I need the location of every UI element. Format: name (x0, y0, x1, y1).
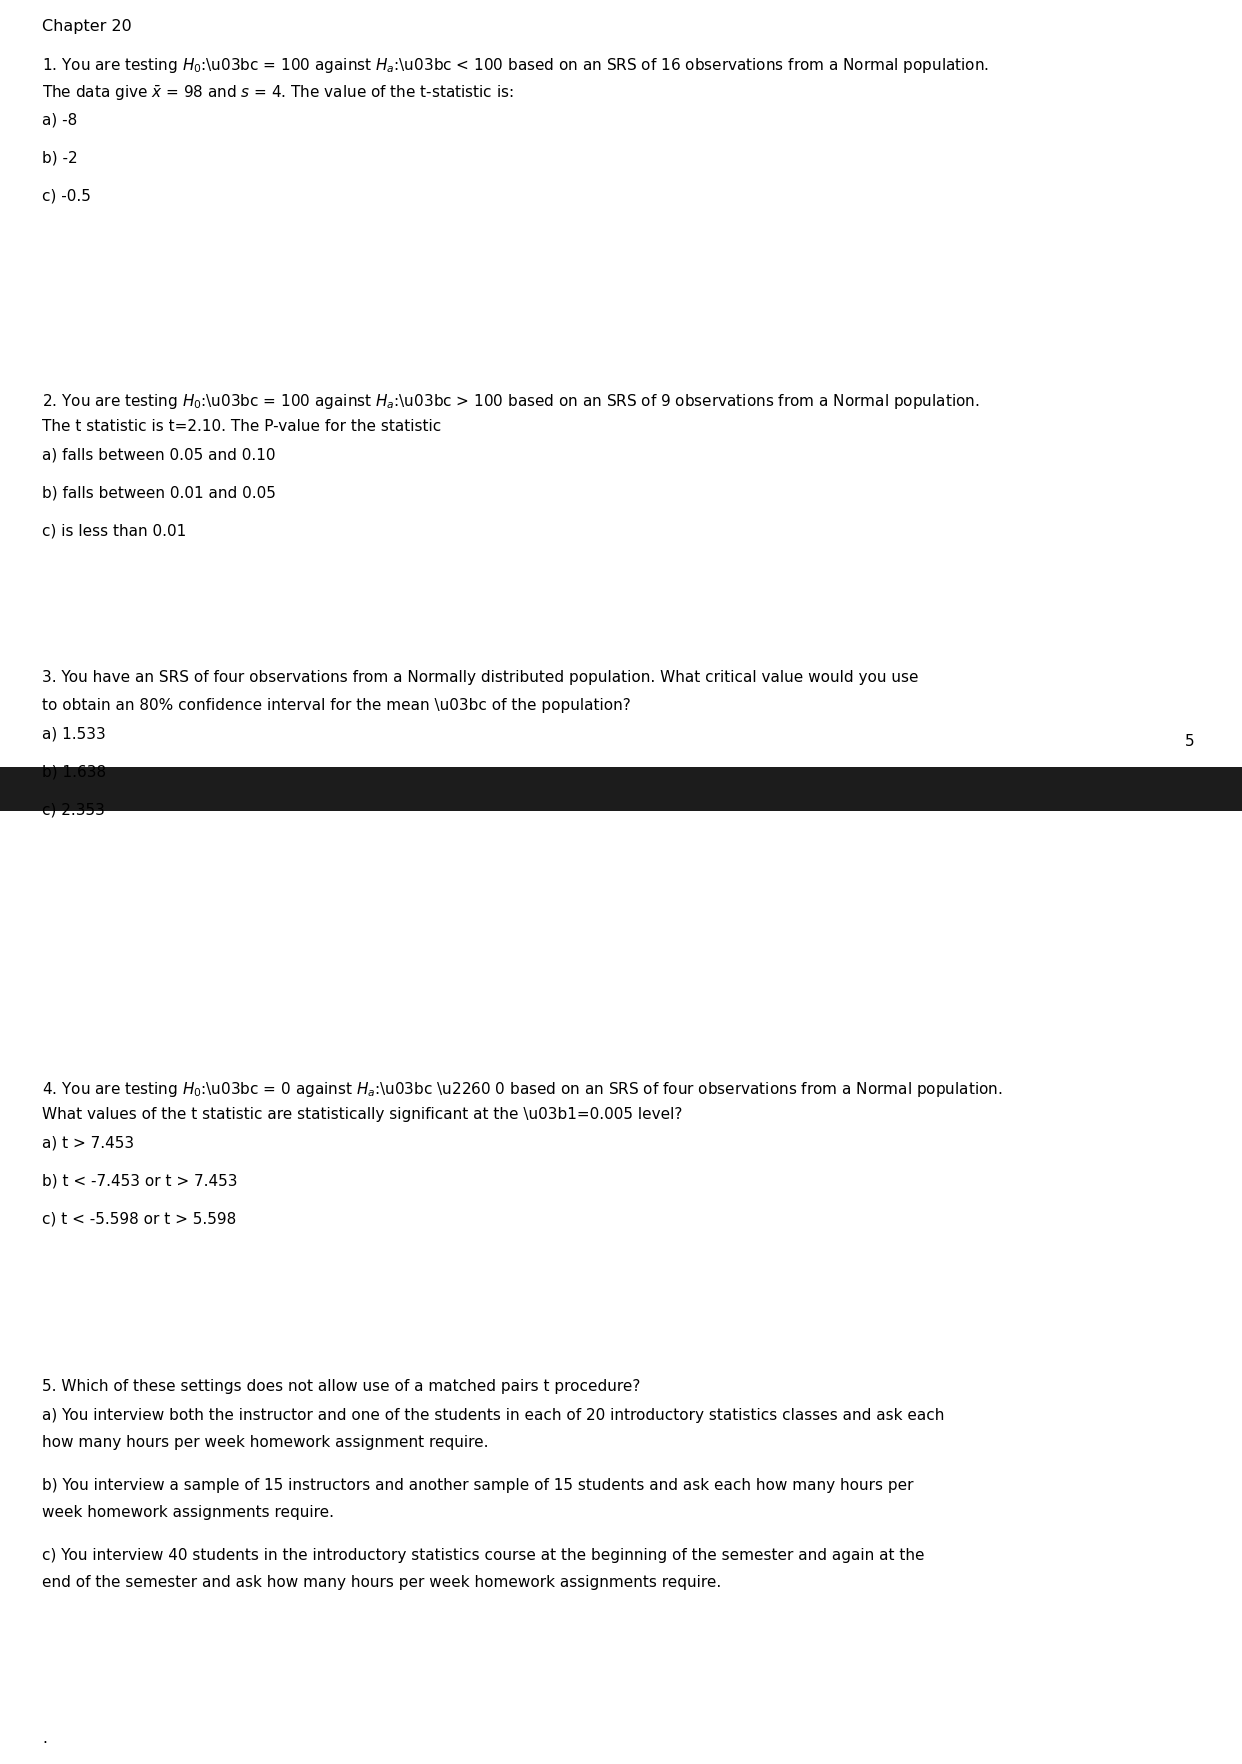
Text: c) -0.5: c) -0.5 (42, 189, 91, 203)
Bar (0, 767, 1242, 811)
Text: a) -8: a) -8 (42, 113, 77, 127)
Text: c) is less than 0.01: c) is less than 0.01 (42, 524, 186, 538)
Text: c) You interview 40 students in the introductory statistics course at the beginn: c) You interview 40 students in the intr… (42, 1547, 925, 1563)
Text: Chapter 20: Chapter 20 (42, 18, 132, 34)
Text: b) -2: b) -2 (42, 150, 78, 166)
Text: c) t < -5.598 or t > 5.598: c) t < -5.598 or t > 5.598 (42, 1212, 236, 1226)
Text: b) You interview a sample of 15 instructors and another sample of 15 students an: b) You interview a sample of 15 instruct… (42, 1478, 914, 1492)
Text: 4. You are testing $H_0$:\u03bc = 0 against $H_a$:\u03bc \u2260 0 based on an SR: 4. You are testing $H_0$:\u03bc = 0 agai… (42, 1080, 1002, 1099)
Text: 1. You are testing $H_0$:\u03bc = 100 against $H_a$:\u03bc < 100 based on an SRS: 1. You are testing $H_0$:\u03bc = 100 ag… (42, 56, 990, 76)
Text: week homework assignments require.: week homework assignments require. (42, 1505, 334, 1521)
Text: The t statistic is t=2.10. The P-value for the statistic: The t statistic is t=2.10. The P-value f… (42, 418, 441, 434)
Text: The data give $\bar{x}$ = 98 and $s$ = 4. The value of the t-statistic is:: The data give $\bar{x}$ = 98 and $s$ = 4… (42, 83, 514, 102)
Text: What values of the t statistic are statistically significant at the \u03b1=0.005: What values of the t statistic are stati… (42, 1108, 683, 1122)
Text: a) You interview both the instructor and one of the students in each of 20 intro: a) You interview both the instructor and… (42, 1408, 945, 1424)
Text: 2. You are testing $H_0$:\u03bc = 100 against $H_a$:\u03bc > 100 based on an SRS: 2. You are testing $H_0$:\u03bc = 100 ag… (42, 392, 980, 411)
Text: .: . (42, 1730, 47, 1746)
Text: b) t < -7.453 or t > 7.453: b) t < -7.453 or t > 7.453 (42, 1173, 237, 1189)
Text: a) t > 7.453: a) t > 7.453 (42, 1136, 134, 1150)
Text: 5: 5 (1185, 734, 1195, 750)
Text: b) 1.638: b) 1.638 (42, 764, 107, 780)
Text: to obtain an 80% confidence interval for the mean \u03bc of the population?: to obtain an 80% confidence interval for… (42, 697, 631, 713)
Text: 3. You have an SRS of four observations from a Normally distributed population. : 3. You have an SRS of four observations … (42, 670, 919, 686)
Text: 5. Which of these settings does not allow use of a matched pairs t procedure?: 5. Which of these settings does not allo… (42, 1379, 641, 1395)
Text: end of the semester and ask how many hours per week homework assignments require: end of the semester and ask how many hou… (42, 1575, 722, 1589)
Text: how many hours per week homework assignment require.: how many hours per week homework assignm… (42, 1436, 489, 1450)
Text: a) 1.533: a) 1.533 (42, 727, 106, 741)
Text: b) falls between 0.01 and 0.05: b) falls between 0.01 and 0.05 (42, 485, 276, 501)
Text: c) 2.353: c) 2.353 (42, 803, 106, 817)
Text: a) falls between 0.05 and 0.10: a) falls between 0.05 and 0.10 (42, 448, 276, 462)
